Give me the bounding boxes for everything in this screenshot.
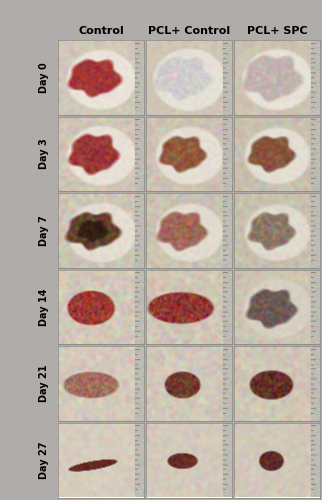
Text: Control: Control: [78, 26, 124, 36]
Text: PCL+ SPC: PCL+ SPC: [247, 26, 308, 36]
Text: Day 7: Day 7: [39, 215, 49, 246]
Text: Day 0: Day 0: [39, 62, 49, 93]
Text: Day 27: Day 27: [39, 442, 49, 479]
Text: Day 14: Day 14: [39, 288, 49, 326]
Text: PCL+ Control: PCL+ Control: [148, 26, 230, 36]
Text: Day 3: Day 3: [39, 138, 49, 170]
Text: Day 21: Day 21: [39, 365, 49, 403]
